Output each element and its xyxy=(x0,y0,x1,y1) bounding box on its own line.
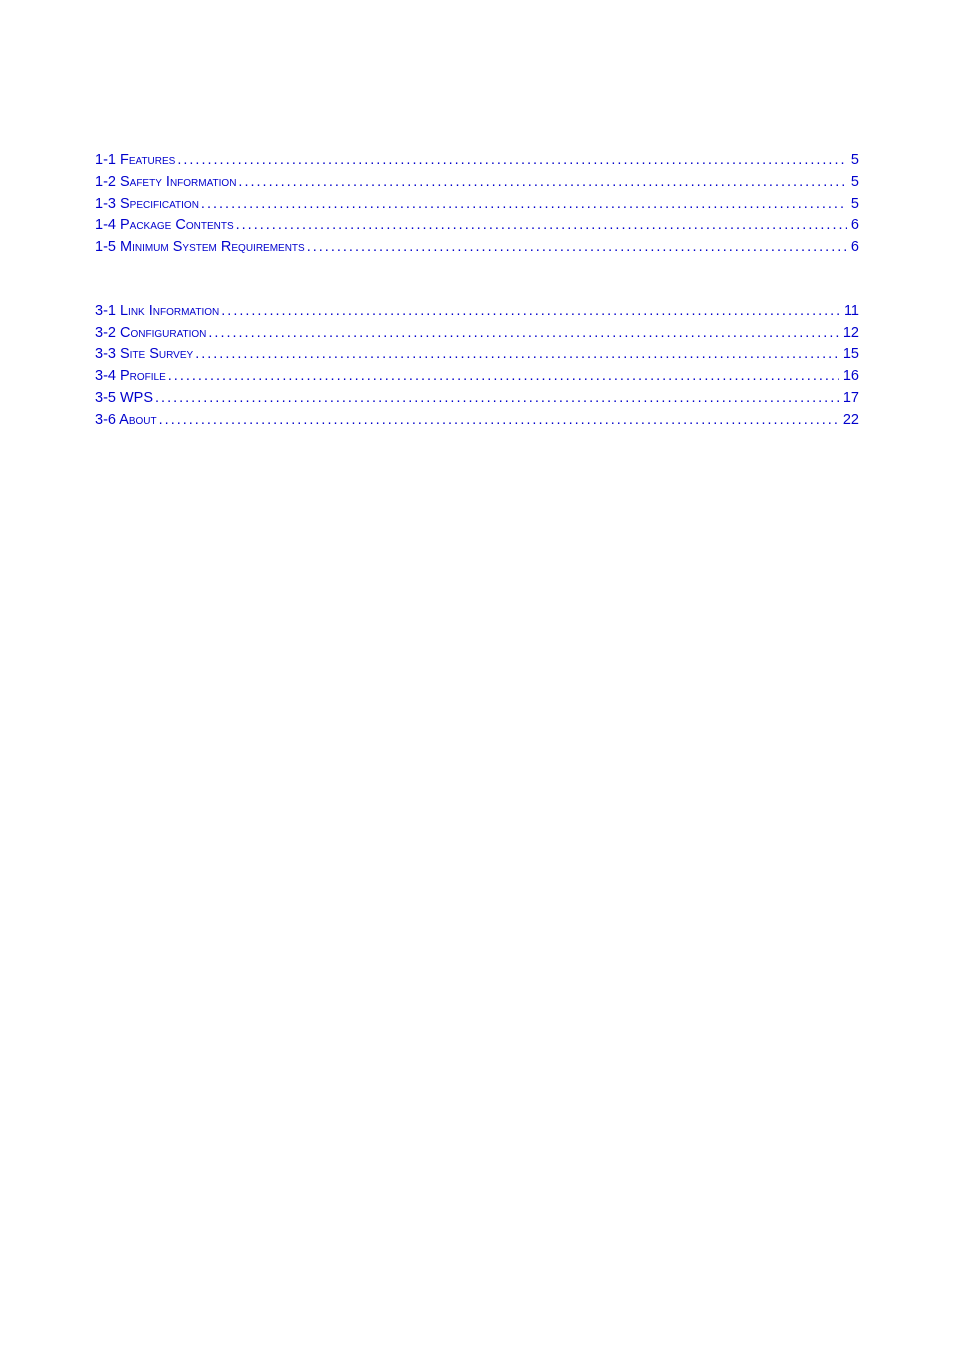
toc-entry-leader xyxy=(199,194,847,216)
toc-entry-leader xyxy=(166,366,839,388)
toc-entry[interactable]: 1-5 Minimum System Requirements 6 xyxy=(95,237,859,259)
table-of-contents: 1-1 Features51-2 Safety Information51-3 … xyxy=(95,150,859,431)
toc-group: 1-1 Features51-2 Safety Information51-3 … xyxy=(95,150,859,259)
toc-entry-label: 3-6 About xyxy=(95,410,157,432)
toc-entry[interactable]: 3-5 WPS 17 xyxy=(95,388,859,410)
toc-entry-leader xyxy=(153,388,839,410)
toc-entry-label: 1-2 Safety Information xyxy=(95,172,236,194)
toc-entry[interactable]: 3-6 About 22 xyxy=(95,410,859,432)
toc-entry-label: 3-5 WPS xyxy=(95,388,153,410)
toc-entry-label: 3-3 Site Survey xyxy=(95,344,193,366)
toc-entry-label: 3-2 Configuration xyxy=(95,323,206,345)
toc-entry[interactable]: 3-2 Configuration 12 xyxy=(95,323,859,345)
toc-entry-leader xyxy=(219,301,840,323)
toc-entry-label: 1-4 Package Contents xyxy=(95,215,234,237)
toc-entry[interactable]: 3-1 Link Information 11 xyxy=(95,301,859,323)
toc-entry-page: 12 xyxy=(839,323,859,345)
toc-entry[interactable]: 3-4 Profile 16 xyxy=(95,366,859,388)
toc-entry-page: 5 xyxy=(847,150,859,172)
toc-entry-page: 16 xyxy=(839,366,859,388)
toc-entry-leader xyxy=(157,410,839,432)
toc-entry-leader xyxy=(175,150,847,172)
toc-entry-page: 5 xyxy=(847,194,859,216)
toc-entry-leader xyxy=(234,215,847,237)
toc-entry-page: 15 xyxy=(839,344,859,366)
toc-entry-page: 6 xyxy=(847,237,859,259)
toc-entry-leader xyxy=(236,172,847,194)
toc-entry-page: 11 xyxy=(840,301,859,323)
toc-entry-label: 1-1 Features xyxy=(95,150,175,172)
toc-entry[interactable]: 1-2 Safety Information 5 xyxy=(95,172,859,194)
toc-entry-label: 3-4 Profile xyxy=(95,366,166,388)
toc-entry[interactable]: 1-1 Features 5 xyxy=(95,150,859,172)
toc-entry[interactable]: 3-3 Site Survey 15 xyxy=(95,344,859,366)
toc-entry[interactable]: 1-3 Specification 5 xyxy=(95,194,859,216)
toc-entry-leader xyxy=(193,344,839,366)
toc-entry-page: 17 xyxy=(839,388,859,410)
toc-entry-label: 1-3 Specification xyxy=(95,194,199,216)
toc-entry-leader xyxy=(305,237,847,259)
toc-entry-page: 6 xyxy=(847,215,859,237)
toc-entry-label: 1-5 Minimum System Requirements xyxy=(95,237,305,259)
toc-entry[interactable]: 1-4 Package Contents 6 xyxy=(95,215,859,237)
toc-entry-page: 22 xyxy=(839,410,859,432)
toc-entry-page: 5 xyxy=(847,172,859,194)
toc-entry-leader xyxy=(206,323,838,345)
toc-entry-label: 3-1 Link Information xyxy=(95,301,219,323)
toc-group: 3-1 Link Information 11 3-2 Configuration 1… xyxy=(95,301,859,432)
